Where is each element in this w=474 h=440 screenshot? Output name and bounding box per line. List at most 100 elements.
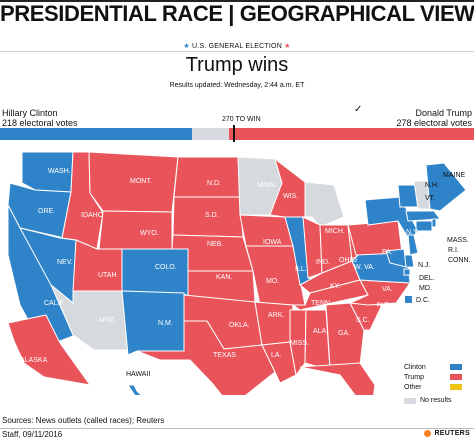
state-label-alaska: ALASKA [20, 357, 48, 364]
state-n-j [407, 234, 419, 256]
trump-votes: 278 electoral votes [396, 118, 472, 128]
clinton-votes: 218 electoral votes [2, 118, 78, 128]
election-label: U.S. GENERAL ELECTION [192, 43, 282, 50]
staff-credit: Staff, 09/11/2016 [2, 430, 63, 439]
legend-no-results-swatch [404, 397, 416, 404]
state-label-n-m: N.M. [158, 320, 173, 327]
state-label-wash: WASH. [48, 168, 71, 175]
state-label-n-y: N.Y. [406, 229, 419, 236]
headline: Trump wins [185, 54, 289, 76]
state-label-va: VA. [382, 286, 393, 293]
state-label-conn: CONN. [448, 257, 471, 264]
state-texas [136, 320, 276, 395]
state-label-calif: CALIF. [44, 300, 65, 307]
legend-no-results: No results [404, 397, 452, 404]
state-colo [121, 248, 189, 296]
state-label-neb: NEB. [207, 241, 223, 248]
state-label-okla: OKLA. [229, 322, 250, 329]
state-label-mass: MASS. [447, 237, 469, 244]
reuters-logo: REUTERS [424, 430, 470, 437]
state-label-hawaii: HAWAII [126, 371, 150, 378]
state-label-minn: MINN. [257, 182, 277, 189]
state-label-la: LA. [271, 352, 282, 359]
state-label-ala: ALA. [313, 328, 328, 335]
state-label-tenn: TENN. [311, 300, 332, 307]
state-alaska [7, 314, 92, 386]
state-label-maine: MAINE [443, 172, 466, 179]
state-label-mont: MONT. [130, 178, 152, 185]
legend-clinton-swatch [450, 364, 462, 370]
dc-marker [405, 296, 412, 303]
state-d-c [403, 268, 411, 276]
state-label-wyo: WYO. [140, 230, 159, 237]
state-wyo [98, 210, 173, 250]
clinton-tally: Hillary Clinton 218 electoral votes [2, 108, 78, 128]
remaining-bar [192, 128, 230, 140]
sources-note: Sources: News outlets (called races); Re… [2, 416, 165, 425]
winner-check-icon: ✓ [354, 104, 363, 115]
state-conn [415, 220, 433, 232]
trump-tally: Donald Trump 278 electoral votes [396, 108, 472, 128]
state-ark [254, 301, 294, 346]
state-label-ill: ILL. [295, 266, 307, 273]
reuters-logo-icon [424, 430, 432, 437]
trump-name: Donald Trump [415, 108, 472, 118]
page-title: PRESIDENTIAL RACE | GEOGRAPHICAL VIEW [0, 1, 474, 26]
legend-other: Other [404, 382, 462, 392]
state-label-n-d: N.D. [207, 180, 221, 187]
clinton-name: Hillary Clinton [2, 108, 58, 118]
state-label-ky: KY. [330, 283, 340, 290]
state-label-md: MD. [419, 285, 432, 292]
state-label-s-c: S.C. [356, 317, 370, 324]
win-threshold-marker [233, 125, 235, 142]
legend-trump-swatch [450, 374, 462, 380]
state-label-texas: TEXAS [213, 352, 236, 359]
state-label-nev: NEV. [57, 259, 73, 266]
state-label-n-h: N.H. [425, 182, 439, 189]
state-label-miss: MISS. [290, 340, 309, 347]
us-election-map: WASH. ORE. CALIF. NEV. IDAHO MONT. WYO. UTAH ARI… [7, 151, 471, 395]
state-la [261, 341, 297, 384]
legend-other-swatch [450, 384, 462, 390]
state-label-ariz: ARIZ. [98, 317, 116, 324]
state-label-ind: IND. [316, 259, 330, 266]
legend-no-results-label: No results [420, 397, 452, 404]
to-win-label: 270 TO WIN [222, 116, 261, 123]
blue-star-icon: ★ [183, 43, 190, 50]
state-maine [425, 162, 467, 212]
state-label-colo: COLO. [155, 264, 177, 271]
state-label-s-d: S.D. [205, 212, 219, 219]
red-star-icon: ★ [284, 43, 291, 50]
state-label-n-c: N.C. [377, 302, 391, 309]
divider [0, 51, 474, 52]
legend: Clinton Trump Other [404, 362, 462, 392]
state-label-utah: UTAH [98, 272, 117, 279]
state-r-i [431, 218, 437, 228]
legend-other-label: Other [404, 383, 422, 391]
state-label-d-c: D.C. [416, 297, 430, 304]
state-label-mo: MO. [266, 278, 279, 285]
state-label-w-va: W. VA. [354, 264, 375, 271]
state-label-ore: ORE. [38, 208, 55, 215]
state-n-m [121, 290, 185, 356]
legend-clinton: Clinton [404, 362, 462, 372]
state-label-ga: GA. [338, 330, 350, 337]
state-miss [289, 309, 307, 377]
state-label-iowa: IOWA [263, 239, 282, 246]
state-label-idaho: IDAHO [81, 212, 104, 219]
state-md [385, 248, 407, 268]
legend-trump-label: Trump [404, 373, 424, 381]
state-label-vt: VT. [425, 195, 435, 202]
top-rule [0, 0, 474, 2]
reuters-logo-text: REUTERS [434, 430, 470, 437]
state-label-r-i: R.I. [448, 247, 459, 254]
electoral-vote-bar [0, 125, 474, 140]
state-label-wis: WIS. [283, 193, 298, 200]
state-label-mich: MICH. [325, 228, 345, 235]
state-label-pa: PA. [382, 249, 393, 256]
state-label-n-j: N.J. [418, 262, 431, 269]
legend-trump: Trump [404, 372, 462, 382]
election-label-row: ★ U.S. GENERAL ELECTION ★ [0, 42, 474, 50]
state-label-kan: KAN. [216, 274, 232, 281]
legend-clinton-label: Clinton [404, 363, 426, 371]
